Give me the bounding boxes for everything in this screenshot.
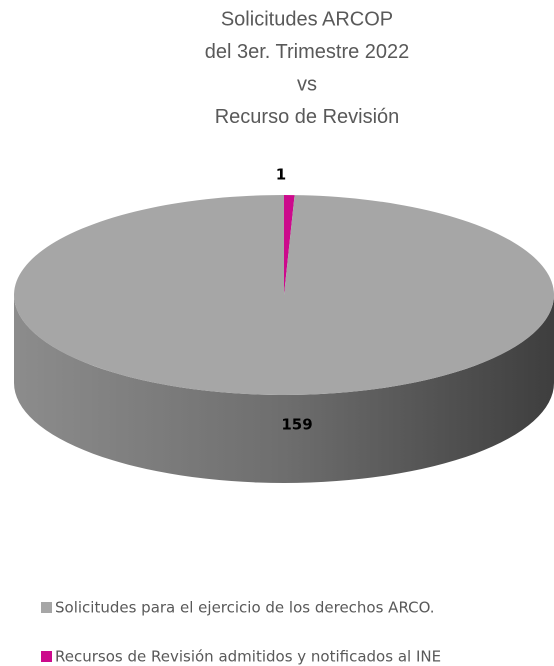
- legend-label: Recursos de Revisión admitidos y notific…: [55, 648, 441, 666]
- chart-title: Recurso de Revisión: [215, 106, 400, 128]
- chart-title: del 3er. Trimestre 2022: [205, 41, 410, 63]
- pie-slice: [13, 195, 554, 395]
- chart-title: Solicitudes ARCOP: [221, 8, 393, 30]
- chart-title: vs: [297, 73, 317, 95]
- legend-swatch: [41, 651, 52, 662]
- data-label: 159: [281, 416, 312, 434]
- legend-label: Solicitudes para el ejercicio de los der…: [55, 599, 435, 617]
- legend-swatch: [41, 602, 52, 613]
- pie-side: [14, 295, 554, 483]
- data-label: 1: [276, 166, 286, 184]
- pie-slice: [284, 195, 295, 295]
